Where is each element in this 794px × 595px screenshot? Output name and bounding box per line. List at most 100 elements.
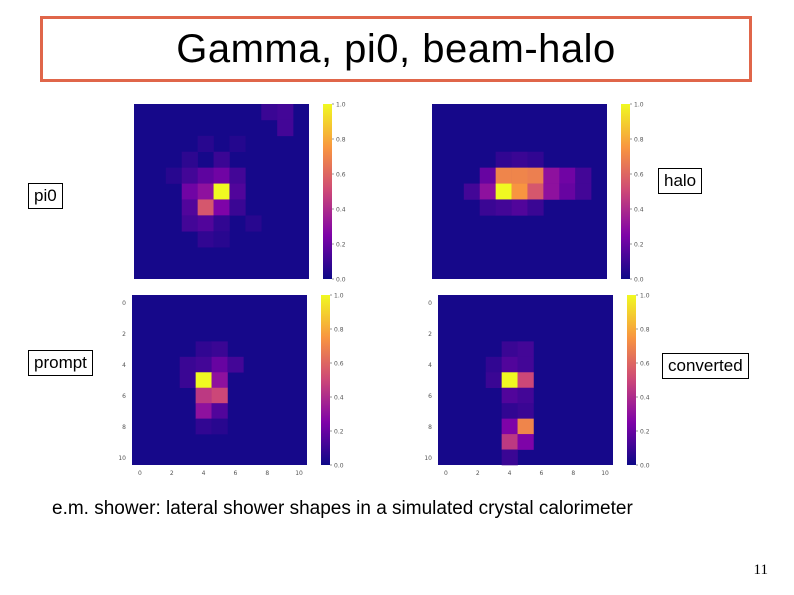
heatmap-cell bbox=[479, 199, 496, 216]
label-prompt: prompt bbox=[28, 350, 93, 376]
y-tick-label: 4 bbox=[122, 362, 126, 369]
colorbar-tick-label: 0.0 bbox=[336, 277, 346, 284]
colorbar-tick-label: 0.0 bbox=[334, 463, 344, 470]
heatmap-cell bbox=[501, 341, 518, 358]
colorbar-tick-label: 1.0 bbox=[640, 293, 650, 300]
colorbar bbox=[627, 295, 636, 465]
heatmap-cell bbox=[479, 167, 496, 184]
heatmap-cell bbox=[213, 215, 230, 232]
heatmap-cell bbox=[501, 449, 518, 466]
x-tick-label: 2 bbox=[170, 470, 174, 477]
heatmap-cell bbox=[227, 356, 244, 373]
colorbar-tick-label: 0.8 bbox=[640, 327, 650, 334]
heatmap-cell bbox=[181, 151, 198, 168]
heatmap-cell bbox=[211, 341, 228, 358]
heatmap-cell bbox=[559, 183, 576, 200]
heatmap-cell bbox=[527, 167, 544, 184]
x-tick-label: 6 bbox=[539, 470, 543, 477]
heatmap-prompt: 1.0 0.8 0.6 0.4 0.2 0.0 0 2 4 6 8 10 0 2 4 6 8 10 bbox=[118, 293, 344, 478]
y-tick-label: 4 bbox=[428, 362, 432, 369]
heatmap-cell bbox=[211, 403, 228, 419]
heatmap-cell bbox=[229, 167, 246, 184]
x-tick-label: 0 bbox=[138, 470, 142, 477]
heatmap-cell bbox=[213, 183, 230, 200]
heatmap-cell bbox=[179, 372, 196, 389]
heatmap-cell bbox=[517, 434, 534, 450]
heatmap-cell bbox=[229, 135, 246, 153]
heatmap-cell bbox=[527, 183, 544, 200]
x-tick-label: 4 bbox=[508, 470, 512, 477]
heatmap-cell bbox=[195, 387, 212, 404]
title-frame: Gamma, pi0, beam-halo bbox=[40, 16, 752, 82]
slide-caption: e.m. shower: lateral shower shapes in a … bbox=[52, 498, 633, 519]
heatmap-cell bbox=[197, 135, 214, 153]
colorbar-tick-label: 0.8 bbox=[334, 327, 344, 334]
heatmap-cell bbox=[479, 183, 496, 200]
heatmap-cell bbox=[495, 167, 512, 184]
heatmap-halo: 1.0 0.8 0.6 0.4 0.2 0.0 bbox=[432, 102, 644, 284]
heatmap-cell bbox=[517, 372, 534, 389]
colorbar-tick-label: 1.0 bbox=[634, 102, 644, 109]
label-halo: halo bbox=[658, 168, 703, 194]
heatmap-cell bbox=[575, 183, 592, 200]
heatmap-cell bbox=[511, 167, 528, 184]
colorbar bbox=[323, 104, 332, 279]
heatmap-cell bbox=[229, 199, 246, 216]
colorbar-tick-label: 0.0 bbox=[634, 277, 644, 284]
heatmap-cell bbox=[511, 183, 528, 200]
heatmap-cell bbox=[213, 167, 230, 184]
label-converted: converted bbox=[662, 353, 749, 379]
heatmap-cell bbox=[211, 356, 228, 373]
heatmap-cell bbox=[495, 199, 512, 216]
heatmap-cell bbox=[501, 434, 518, 450]
y-tick-label: 6 bbox=[428, 393, 432, 400]
heatmap-cell bbox=[179, 356, 196, 373]
y-tick-label: 2 bbox=[428, 331, 432, 338]
colorbar-tick-label: 0.4 bbox=[336, 207, 346, 214]
colorbar-tick-label: 0.6 bbox=[634, 172, 644, 179]
colorbar-tick-label: 0.6 bbox=[336, 172, 346, 179]
colorbar-tick-label: 1.0 bbox=[336, 102, 346, 109]
heatmap-cell bbox=[485, 356, 502, 373]
colorbar-tick-label: 0.2 bbox=[634, 242, 644, 249]
heatmap-cell bbox=[511, 199, 528, 216]
heatmap-cell bbox=[575, 167, 592, 184]
x-tick-label: 6 bbox=[233, 470, 237, 477]
heatmap-cell bbox=[181, 199, 198, 216]
y-tick-label: 2 bbox=[122, 331, 126, 338]
heatmap-cell bbox=[543, 167, 560, 184]
heatmap-cell bbox=[517, 341, 534, 358]
heatmap-cell bbox=[501, 403, 518, 419]
heatmap-cell bbox=[277, 119, 294, 137]
slide-title: Gamma, pi0, beam-halo bbox=[176, 26, 616, 71]
colorbar-tick-label: 0.4 bbox=[634, 207, 644, 214]
colorbar-tick-label: 0.6 bbox=[640, 361, 650, 368]
heatmap-cell bbox=[195, 341, 212, 358]
y-tick-label: 10 bbox=[118, 455, 126, 462]
heatmap-cell bbox=[195, 403, 212, 419]
heatmap-cell bbox=[517, 356, 534, 373]
heatmap-cell bbox=[181, 167, 198, 184]
heatmap-cell bbox=[195, 356, 212, 373]
heatmap-cell bbox=[213, 199, 230, 216]
x-tick-label: 10 bbox=[295, 470, 303, 477]
heatmap-cell bbox=[211, 372, 228, 389]
heatmap-cell bbox=[495, 151, 512, 168]
y-tick-label: 8 bbox=[122, 424, 126, 431]
heatmap-cell bbox=[165, 167, 183, 184]
x-tick-label: 8 bbox=[265, 470, 269, 477]
x-tick-label: 8 bbox=[571, 470, 575, 477]
heatmap-pi0: 1.0 0.8 0.6 0.4 0.2 0.0 bbox=[134, 102, 346, 284]
heatmap-cell bbox=[197, 199, 214, 216]
heatmap-converted: 1.0 0.8 0.6 0.4 0.2 0.0 0 2 4 6 8 10 0 2 4 6 8 10 bbox=[424, 293, 650, 478]
x-tick-label: 4 bbox=[202, 470, 206, 477]
colorbar bbox=[621, 104, 630, 279]
heatmap-cell bbox=[213, 231, 230, 248]
colorbar-tick-label: 0.4 bbox=[640, 395, 650, 402]
heatmap-cell bbox=[495, 183, 512, 200]
heatmap-cell bbox=[527, 199, 544, 216]
x-tick-label: 0 bbox=[444, 470, 448, 477]
heatmap-cell bbox=[197, 167, 214, 184]
y-tick-label: 0 bbox=[428, 300, 432, 307]
heatmap-cell bbox=[463, 183, 481, 200]
